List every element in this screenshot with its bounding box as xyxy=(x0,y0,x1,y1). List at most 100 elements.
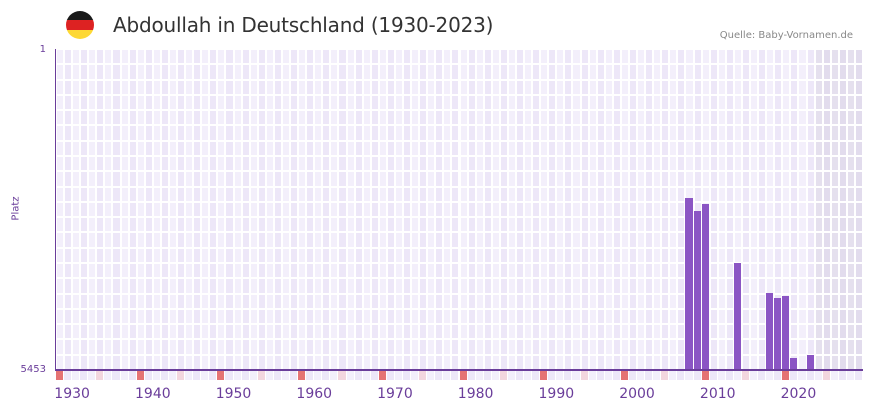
year-marker xyxy=(564,371,572,380)
grid-cell xyxy=(533,50,540,64)
grid-cell xyxy=(194,279,201,293)
grid-cell xyxy=(775,202,782,217)
grid-cell xyxy=(484,187,491,201)
grid-cell xyxy=(791,218,798,232)
grid-cell xyxy=(202,233,209,247)
grid-cell xyxy=(670,111,677,125)
grid-cell xyxy=(759,309,766,324)
grid-cell xyxy=(65,80,72,94)
grid-cell xyxy=(258,264,265,278)
grid-cell xyxy=(428,157,435,171)
grid-cell xyxy=(791,95,798,110)
year-marker xyxy=(144,371,152,380)
bar-2019[interactable] xyxy=(790,358,798,370)
grid-cell xyxy=(436,279,443,293)
grid-cell xyxy=(468,202,475,217)
grid-cell xyxy=(847,218,854,232)
grid-cell xyxy=(363,218,370,232)
grid-cell xyxy=(468,264,475,278)
grid-cell xyxy=(57,95,64,110)
grid-cell xyxy=(307,279,314,293)
grid-cell xyxy=(363,50,370,64)
bar-2008[interactable] xyxy=(701,203,709,370)
grid-cell xyxy=(492,218,499,232)
grid-cell xyxy=(65,340,72,354)
grid-cell xyxy=(420,294,427,308)
bar-2017[interactable] xyxy=(774,297,782,370)
grid-cell xyxy=(420,279,427,293)
grid-cell xyxy=(710,233,717,247)
bar-2007[interactable] xyxy=(693,211,701,370)
grid-cell xyxy=(153,80,160,94)
grid-cell xyxy=(129,157,136,171)
grid-cell xyxy=(621,218,628,232)
grid-cell xyxy=(734,111,741,125)
grid-cell xyxy=(855,141,862,155)
grid-cell xyxy=(613,172,620,186)
grid-cell xyxy=(129,279,136,293)
grid-cell xyxy=(291,325,298,339)
grid-cell xyxy=(444,355,451,369)
grid-cell xyxy=(323,248,330,262)
grid-cell xyxy=(178,340,185,354)
grid-cell xyxy=(533,248,540,262)
grid-cell xyxy=(654,157,661,171)
grid-cell xyxy=(65,187,72,201)
grid-cell xyxy=(855,95,862,110)
bar-2016[interactable] xyxy=(766,293,774,370)
grid-cell xyxy=(638,248,645,262)
grid-cell xyxy=(355,202,362,217)
grid-cell xyxy=(759,355,766,369)
grid-cell xyxy=(242,172,249,186)
grid-cell xyxy=(500,233,507,247)
grid-cell xyxy=(783,279,790,293)
grid-cell xyxy=(347,218,354,232)
grid-cell xyxy=(428,233,435,247)
grid-cell xyxy=(525,126,532,140)
grid-cell xyxy=(646,65,653,79)
grid-cell xyxy=(436,248,443,262)
grid-cell xyxy=(194,325,201,339)
grid-cell xyxy=(710,202,717,217)
grid-cell xyxy=(73,111,80,125)
grid-cell xyxy=(323,233,330,247)
grid-cell xyxy=(444,172,451,186)
grid-cell xyxy=(573,218,580,232)
grid-cell xyxy=(226,80,233,94)
grid-cell xyxy=(250,218,257,232)
bar-2021[interactable] xyxy=(806,355,814,370)
grid-cell xyxy=(274,65,281,79)
grid-cell xyxy=(436,157,443,171)
grid-cell xyxy=(662,294,669,308)
grid-cell xyxy=(726,248,733,262)
grid-cell xyxy=(823,202,830,217)
grid-cell xyxy=(202,157,209,171)
grid-cell xyxy=(371,65,378,79)
grid-cell xyxy=(97,126,104,140)
grid-cell xyxy=(759,172,766,186)
grid-cell xyxy=(605,187,612,201)
grid-cell xyxy=(678,202,685,217)
grid-cell xyxy=(355,294,362,308)
grid-cell xyxy=(89,80,96,94)
grid-cell xyxy=(436,65,443,79)
grid-cell xyxy=(89,294,96,308)
grid-cell xyxy=(65,294,72,308)
grid-cell xyxy=(250,95,257,110)
grid-cell xyxy=(646,187,653,201)
grid-cell xyxy=(452,95,459,110)
grid-cell xyxy=(589,279,596,293)
grid-cell xyxy=(121,126,128,140)
bar-2006[interactable] xyxy=(685,198,693,370)
grid-cell xyxy=(476,325,483,339)
grid-cell xyxy=(355,65,362,79)
grid-cell xyxy=(742,141,749,155)
grid-cell xyxy=(565,340,572,354)
grid-cell xyxy=(783,187,790,201)
bar-2018[interactable] xyxy=(782,296,790,370)
grid-cell xyxy=(129,325,136,339)
grid-cell xyxy=(726,95,733,110)
bar-2012[interactable] xyxy=(733,262,741,370)
grid-cell xyxy=(250,309,257,324)
grid-cell xyxy=(137,187,144,201)
